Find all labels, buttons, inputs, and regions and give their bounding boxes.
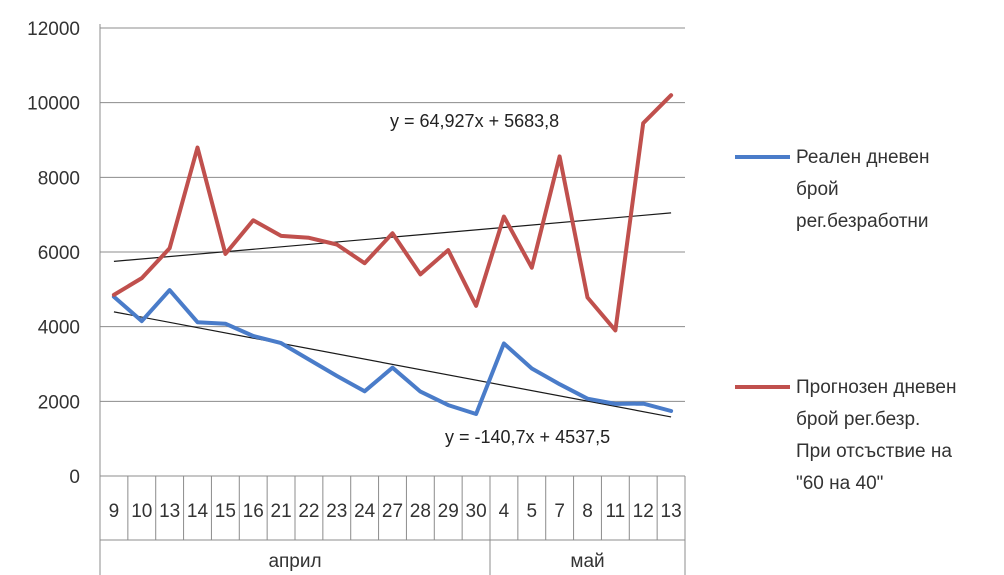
x-tick-label: 22 [298, 501, 319, 522]
x-tick-label: 9 [109, 501, 120, 522]
trendline-0 [113, 311, 672, 418]
x-tick-label: 24 [354, 501, 376, 522]
legend-label: брой рег.безр. [796, 409, 920, 430]
legend-label: рег.безработни [796, 211, 929, 232]
x-axis-group-labels: април май [268, 551, 604, 572]
x-tick-label: 5 [526, 501, 537, 522]
legend-label: Реален дневен [796, 147, 929, 168]
trendline-equations: y = -140,7x + 4537,5 y = 64,927x + 5683,8 [390, 111, 610, 447]
x-tick-label: 27 [382, 501, 403, 522]
gridlines [100, 27, 685, 402]
x-tick-label: 11 [605, 501, 625, 522]
x-tick-label: 16 [243, 501, 264, 522]
y-tick-label: 2000 [38, 392, 80, 413]
x-tick-label: 10 [131, 501, 152, 522]
legend-label: "60 на 40" [796, 473, 883, 494]
legend: Реален дневен брой рег.безработни Прогнозен… [735, 147, 957, 494]
legend-label: При отсъствие на [796, 441, 952, 462]
series-line-0 [111, 288, 674, 416]
x-tick-label: 28 [410, 501, 431, 522]
x-tick-label: 15 [215, 501, 236, 522]
x-tick-label: 13 [159, 501, 180, 522]
y-tick-label: 6000 [38, 243, 80, 264]
x-tick-label: 21 [271, 501, 292, 522]
x-tick-label: 14 [187, 501, 209, 522]
series-line-1 [111, 93, 674, 333]
trendline-equation: y = 64,927x + 5683,8 [390, 111, 559, 131]
y-tick-label: 8000 [38, 168, 80, 189]
y-tick-label: 12000 [27, 19, 80, 40]
x-tick-label: 8 [582, 501, 593, 522]
x-tick-label: 12 [633, 501, 654, 522]
series-lines [111, 93, 674, 416]
x-tick-label: 13 [661, 501, 682, 522]
y-axis-tick-labels: 0 2000 4000 6000 8000 10000 12000 [27, 19, 80, 488]
x-tick-label: 30 [466, 501, 487, 522]
x-tick-label: 7 [554, 501, 565, 522]
legend-label: брой [796, 179, 839, 200]
y-tick-label: 10000 [27, 94, 80, 115]
trendline-1 [113, 212, 672, 262]
axes [99, 24, 686, 575]
y-tick-label: 0 [69, 467, 80, 488]
x-tick-label: 4 [499, 501, 510, 522]
y-tick-label: 4000 [38, 318, 80, 339]
trendline-equation: y = -140,7x + 4537,5 [445, 427, 610, 447]
trendlines [113, 212, 672, 418]
x-group-label: май [570, 551, 604, 572]
x-tick-label: 29 [438, 501, 459, 522]
x-axis-category-labels: 9 10 13 14 15 16 21 22 23 24 27 28 29 30 4 5 7 8 11 12 13 [109, 501, 682, 522]
legend-label: Прогнозен дневен [796, 377, 957, 398]
x-tick-label: 23 [326, 501, 347, 522]
x-group-label: април [268, 551, 321, 572]
